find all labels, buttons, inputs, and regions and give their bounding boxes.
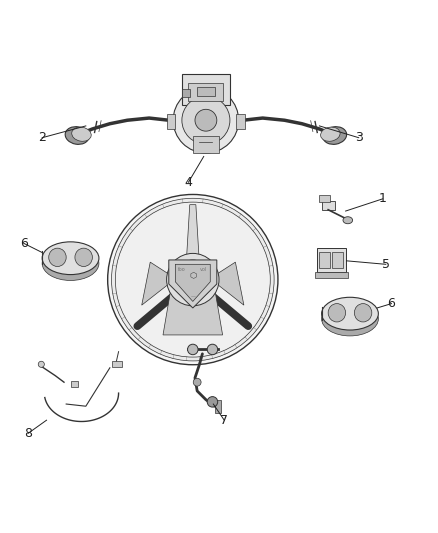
Bar [197,87,215,96]
Circle shape [193,378,201,386]
Polygon shape [201,262,244,305]
Circle shape [182,96,230,144]
Ellipse shape [49,248,66,266]
Ellipse shape [354,304,372,322]
Text: 6: 6 [388,297,396,310]
Text: —: — [191,295,195,300]
Polygon shape [163,288,223,335]
Bar [315,272,348,278]
Ellipse shape [321,302,378,336]
Ellipse shape [323,127,346,144]
Polygon shape [169,260,217,308]
Text: 2: 2 [38,131,46,144]
Circle shape [195,109,217,131]
Ellipse shape [328,304,346,322]
Circle shape [38,361,44,367]
Text: 6: 6 [20,237,28,250]
Text: 5: 5 [382,258,390,271]
Bar [319,195,330,202]
Bar [215,400,221,413]
Text: 8: 8 [24,427,32,440]
Circle shape [173,87,239,153]
Ellipse shape [321,297,378,330]
Bar [237,114,245,129]
Ellipse shape [72,127,91,141]
Bar [321,201,335,210]
Text: 7: 7 [220,414,228,427]
Ellipse shape [321,127,340,141]
Ellipse shape [343,217,353,224]
Bar [182,75,230,105]
Text: 4: 4 [184,176,192,189]
Circle shape [112,198,274,361]
Circle shape [115,202,270,357]
Bar [188,83,223,101]
Polygon shape [187,205,199,256]
Bar [332,252,343,268]
Text: vol: vol [200,268,207,272]
Ellipse shape [42,242,99,274]
Bar [317,248,346,272]
Text: ⬡: ⬡ [189,272,197,280]
Ellipse shape [75,248,92,266]
Bar [182,89,190,97]
Bar [193,135,219,153]
Circle shape [166,253,219,306]
Circle shape [207,344,218,354]
Polygon shape [175,264,210,302]
Circle shape [187,344,198,354]
Circle shape [207,397,218,407]
Text: 3: 3 [355,131,363,144]
Circle shape [173,260,212,299]
Bar [319,252,330,268]
Text: foo: foo [178,268,186,272]
Text: 1: 1 [379,192,387,205]
Bar [71,381,78,386]
Ellipse shape [42,246,99,280]
Circle shape [108,195,278,365]
Ellipse shape [65,127,89,144]
Polygon shape [142,262,184,305]
Bar [166,114,175,129]
Bar [112,361,122,367]
